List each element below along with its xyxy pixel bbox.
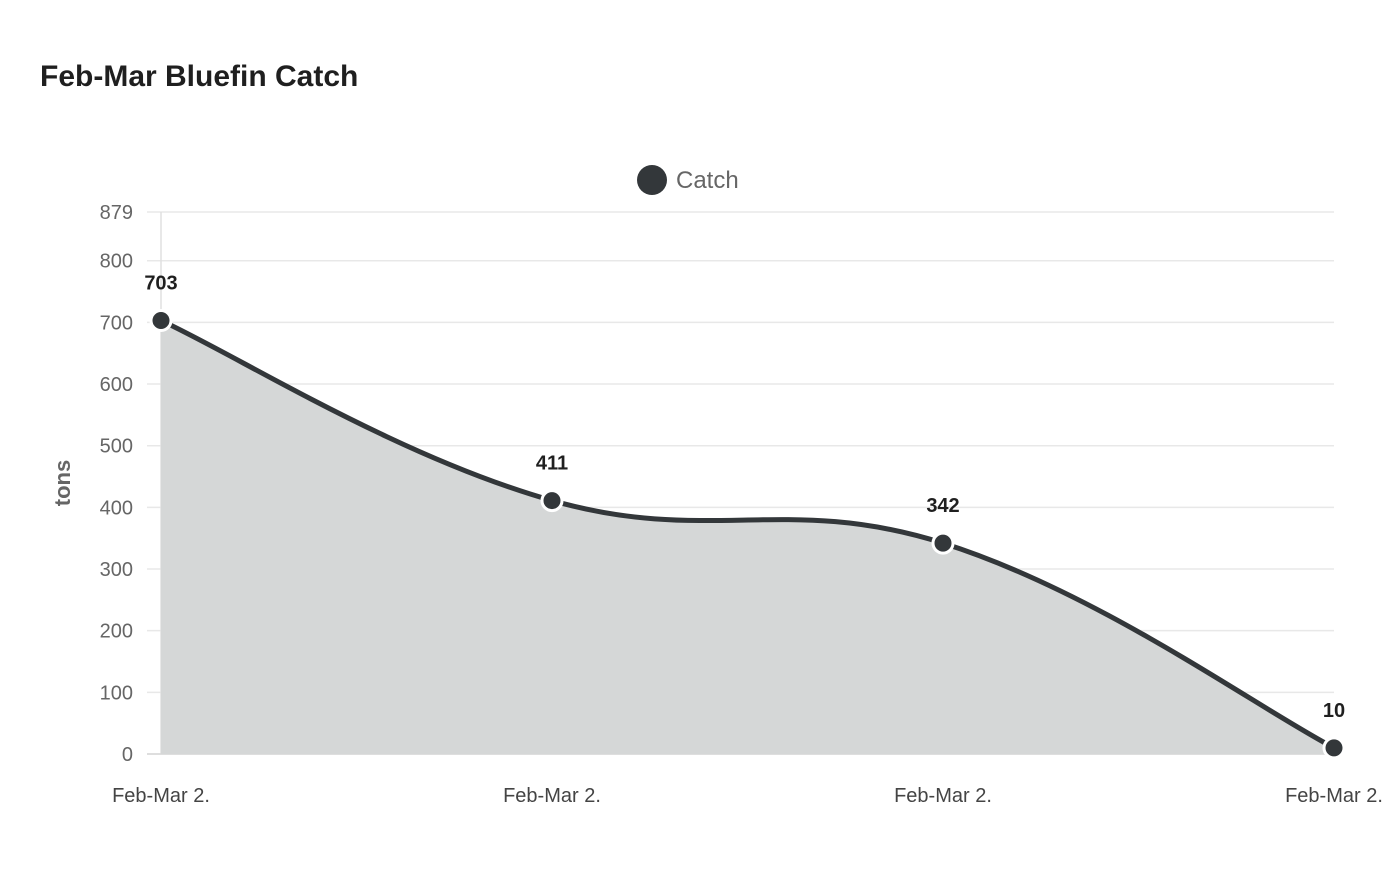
y-tick-label: 600 — [100, 374, 133, 396]
x-tick-label: Feb-Mar 2. — [112, 785, 210, 807]
y-tick-label: 879 — [100, 202, 133, 224]
y-tick-label: 700 — [100, 312, 133, 334]
data-label: 342 — [926, 495, 959, 517]
y-tick-label: 400 — [100, 497, 133, 519]
data-label: 411 — [536, 453, 568, 475]
chart-title: Feb-Mar Bluefin Catch — [40, 60, 359, 93]
y-axis-ticks: 0 100 200 300 400 500 600 700 800 879 — [100, 202, 133, 766]
x-axis-ticks: Feb-Mar 2. Feb-Mar 2. Feb-Mar 2. Feb-Mar 2. — [112, 785, 1383, 807]
data-point[interactable] — [931, 531, 955, 555]
x-tick-label: Feb-Mar 2. — [894, 785, 992, 807]
data-points[interactable] — [149, 309, 1346, 760]
y-tick-label: 800 — [100, 251, 133, 273]
legend-marker-icon — [637, 165, 667, 195]
y-tick-label: 0 — [122, 744, 133, 766]
legend-label[interactable]: Catch — [676, 167, 739, 194]
y-tick-label: 500 — [100, 436, 133, 458]
series-line — [159, 318, 1336, 751]
data-point[interactable] — [1322, 736, 1346, 760]
legend[interactable]: Catch — [637, 165, 739, 195]
y-axis-label: tons — [50, 460, 75, 506]
y-tick-label: 100 — [100, 682, 133, 704]
x-tick-label: Feb-Mar 2. — [1285, 785, 1383, 807]
data-point[interactable] — [149, 309, 173, 333]
y-tick-label: 300 — [100, 559, 133, 581]
data-labels: 703 411 342 10 — [144, 273, 1345, 722]
data-point[interactable] — [540, 489, 564, 513]
y-tick-label: 200 — [100, 621, 133, 643]
area-fill — [161, 320, 1334, 754]
data-label: 703 — [144, 273, 177, 295]
x-tick-label: Feb-Mar 2. — [503, 785, 601, 807]
series-area — [159, 318, 1336, 754]
data-label: 10 — [1323, 700, 1345, 722]
